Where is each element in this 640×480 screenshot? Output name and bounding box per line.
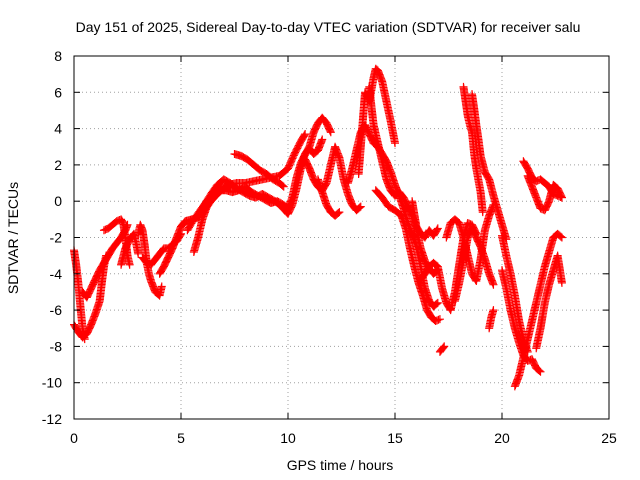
y-tick-label: -12	[42, 411, 62, 427]
data-point	[334, 208, 343, 217]
data-point	[432, 299, 441, 308]
data-point	[134, 249, 143, 258]
data-point	[557, 233, 566, 242]
data-point	[318, 135, 327, 144]
data-point	[301, 130, 310, 139]
data-point	[489, 280, 498, 289]
data-point	[433, 224, 442, 233]
x-tick-label: 5	[177, 430, 185, 446]
data-point	[440, 342, 449, 351]
chart-title: Day 151 of 2025, Sidereal Day-to-day VTE…	[76, 19, 581, 35]
data-point	[557, 192, 566, 201]
y-tick-label: 0	[54, 193, 62, 209]
y-axis-label: SDTVAR / TECUs	[5, 182, 21, 294]
data-point	[326, 126, 335, 135]
data-point	[355, 203, 364, 212]
data-point	[434, 315, 443, 324]
data-point	[433, 298, 442, 307]
data-point	[125, 260, 134, 269]
data-point	[391, 139, 399, 148]
grid-lines	[74, 56, 609, 419]
y-tick-label: -8	[50, 338, 63, 354]
y-tick-label: -2	[50, 230, 63, 246]
data-point	[535, 366, 544, 375]
data-point	[326, 128, 335, 137]
data-point	[557, 278, 566, 287]
data-point	[556, 232, 565, 241]
data-point	[279, 182, 288, 191]
axis-ticks: 0 5 10 15 20 25 -12 -10 -8 -6 -4 -2 0 2 4 6 8	[42, 48, 617, 446]
y-tick-label: 8	[54, 48, 62, 64]
y-tick-label: -6	[50, 302, 63, 318]
y-tick-label: 2	[54, 157, 62, 173]
data-point	[433, 225, 442, 234]
x-tick-label: 20	[494, 430, 510, 446]
data-point	[536, 367, 545, 376]
data-point	[435, 315, 444, 324]
data-point	[557, 193, 566, 202]
x-tick-label: 25	[601, 430, 617, 446]
y-tick-label: 6	[54, 84, 62, 100]
data-point	[157, 282, 166, 291]
x-axis-label: GPS time / hours	[287, 457, 394, 473]
data-point	[335, 208, 344, 217]
data-point	[439, 343, 448, 352]
data-point	[478, 208, 487, 217]
data-point	[489, 306, 498, 315]
x-tick-label: 10	[280, 430, 296, 446]
x-tick-label: 15	[387, 430, 403, 446]
data-point	[300, 131, 309, 140]
y-tick-label: 4	[54, 121, 62, 137]
y-tick-label: -10	[42, 375, 62, 391]
data-points	[70, 64, 566, 391]
x-tick-label: 0	[70, 430, 78, 446]
data-point	[356, 202, 365, 211]
y-tick-label: -4	[50, 266, 63, 282]
data-point	[278, 181, 287, 190]
